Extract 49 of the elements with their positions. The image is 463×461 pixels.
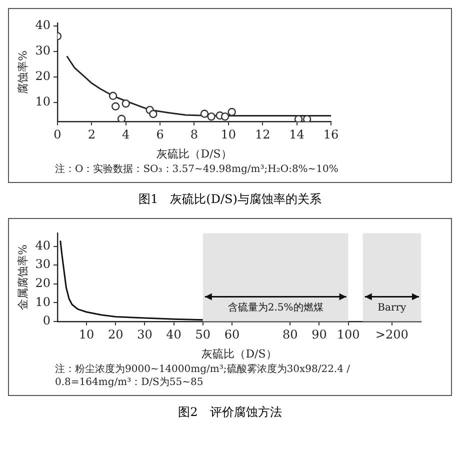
y-tick-label: 20: [35, 276, 50, 290]
point: [302, 115, 312, 122]
x-tick-label: 0: [54, 128, 62, 142]
y-tick-label: 10: [35, 94, 50, 108]
x-tick-label: 12: [254, 128, 270, 142]
x-tick-label: >200: [375, 328, 408, 342]
x-tick-label: 4: [122, 128, 130, 142]
point: [228, 108, 236, 116]
caption: 图1 灰硫比(D/S)与腐蚀率的关系: [138, 191, 322, 208]
point: [207, 112, 216, 121]
y-tick-label: 30: [35, 43, 50, 58]
point: [220, 112, 230, 121]
text: 注：O：实验数据：SO₃：3.57~49.98mg/m³;H₂O:8%~10%: [54, 163, 340, 176]
point: [200, 110, 209, 118]
point: [149, 110, 158, 118]
x-tick-label: 10: [78, 328, 94, 342]
x-tick-label: 90: [312, 328, 327, 342]
x-tick-label: 8: [190, 128, 198, 142]
x-tick-label: 30: [137, 328, 152, 342]
x-tick-label: 20: [108, 328, 124, 342]
x-tick-label: 60: [224, 328, 240, 342]
x-tick-label: 2: [88, 128, 96, 142]
x-tick-label: 6: [156, 128, 164, 142]
point: [108, 92, 118, 100]
x-tick-label: 100: [336, 328, 360, 342]
y-tick-label: 20: [35, 68, 50, 83]
point: [294, 115, 303, 122]
text: 注：粉尘浓度为9000~14000mg/m³;硫酸雾浓度为30x98/22.4 / 0.8=164mg/m³：D/S为55~85: [54, 363, 352, 389]
x-axis-title: 灰硫比（D/S）: [156, 147, 232, 160]
point: [111, 102, 120, 110]
caption: 图2 评价腐蚀方法: [177, 404, 283, 421]
y-tick-label: 10: [35, 294, 50, 309]
x-tick-label: 14: [289, 128, 305, 142]
band-label: 含硫量为2.5%的燃煤: [228, 301, 324, 314]
y-axis-title: 金属腐蚀率%: [16, 244, 30, 310]
point: [122, 99, 130, 108]
x-tick-label: 50: [195, 328, 211, 342]
y-axis-title: 腐蚀率%: [16, 50, 30, 94]
point: [117, 114, 126, 122]
x-tick-label: 80: [282, 328, 298, 342]
y-tick-label: 0: [42, 314, 50, 328]
x-tick-label: 10: [220, 128, 236, 142]
band-label: Barry: [378, 302, 407, 314]
x-tick-label: 40: [166, 328, 182, 342]
x-axis-title: 灰硫比（D/S）: [202, 347, 277, 360]
x-tick-label: 16: [323, 128, 339, 142]
y-tick-label: 30: [35, 257, 50, 272]
y-tick-label: 40: [35, 18, 50, 32]
y-tick-label: 40: [35, 238, 50, 252]
